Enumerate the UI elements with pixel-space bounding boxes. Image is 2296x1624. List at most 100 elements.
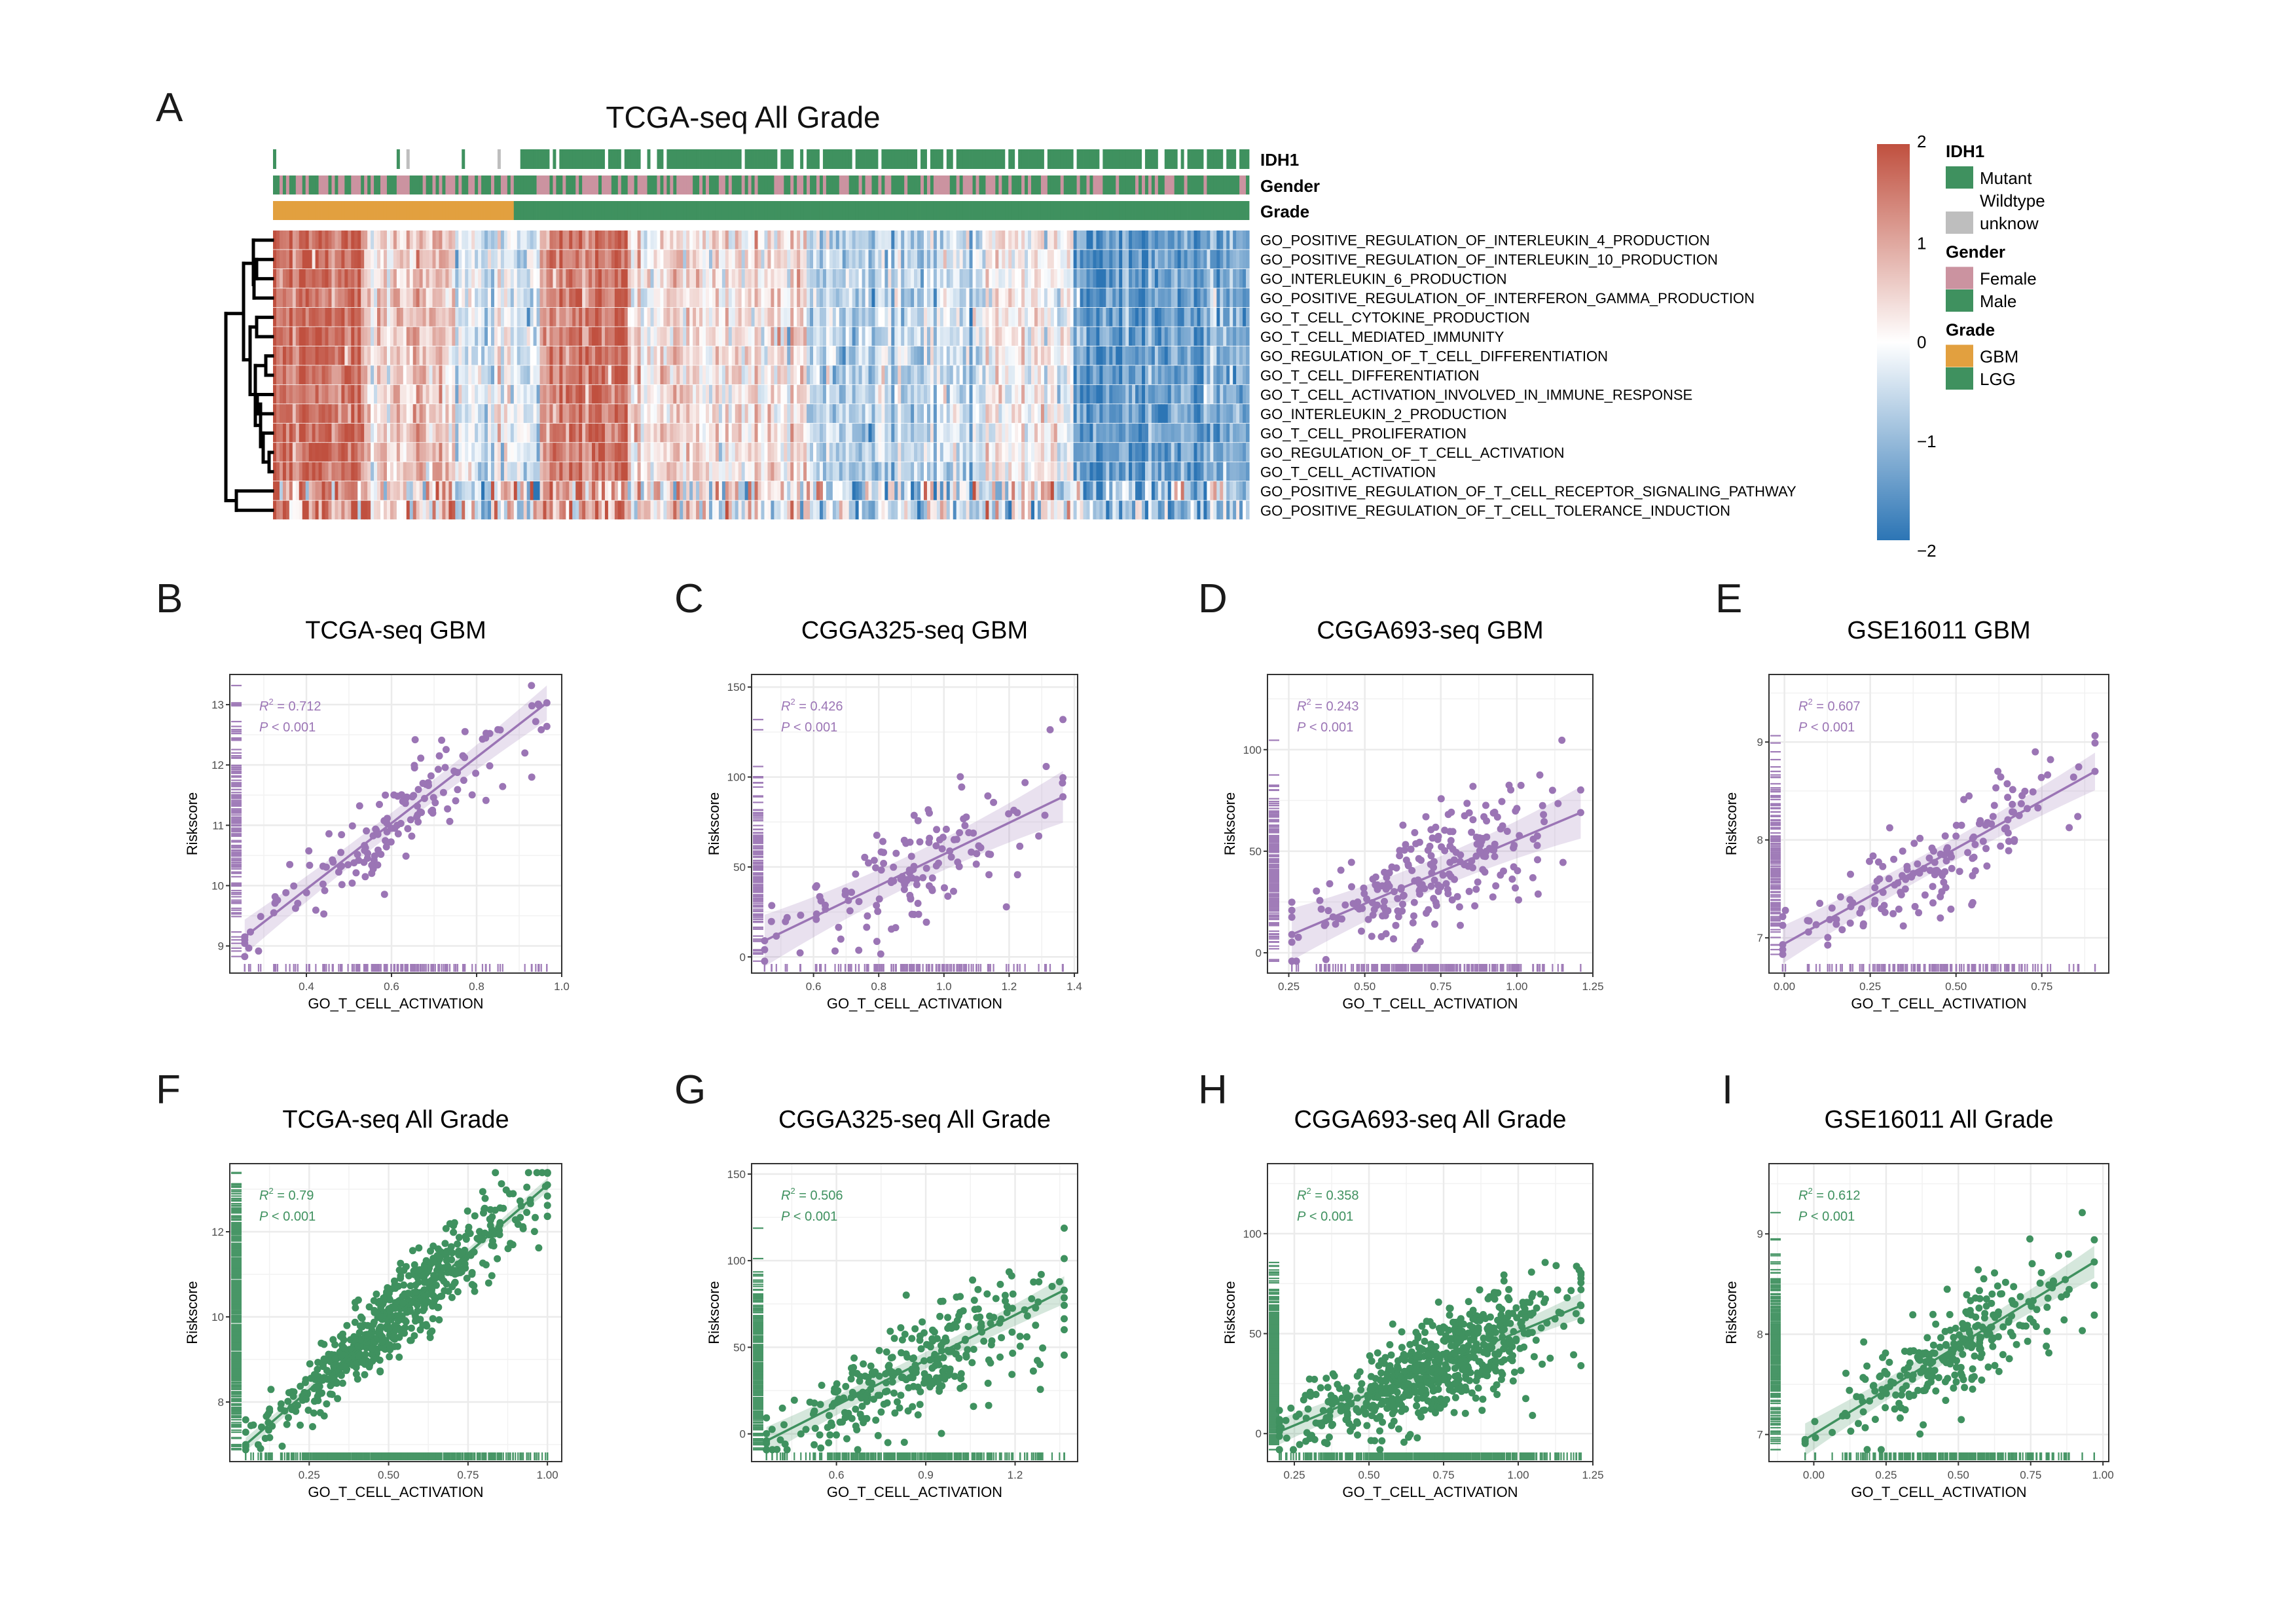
heatmap-cell <box>907 249 911 269</box>
heatmap-cell <box>435 500 440 520</box>
gender-cell <box>604 175 609 194</box>
heatmap-cell <box>819 443 824 462</box>
heatmap-cell <box>982 307 987 327</box>
heatmap-cell <box>891 481 895 500</box>
heatmap-cell <box>348 404 352 423</box>
heatmap-cell <box>985 249 989 269</box>
heatmap-cell <box>426 423 430 443</box>
heatmap-cell <box>279 481 283 500</box>
heatmap-cell <box>898 231 902 249</box>
heatmap-cell <box>790 365 794 384</box>
idh1-cell <box>1070 149 1074 169</box>
gender-cell <box>946 175 951 194</box>
heatmap-cell <box>754 384 759 404</box>
heatmap-cell <box>1073 423 1078 443</box>
idh1-cell <box>995 149 999 169</box>
heatmap-cell <box>845 423 850 443</box>
heatmap-cell <box>422 384 427 404</box>
heatmap-cell <box>761 288 765 308</box>
heatmap-cell <box>1093 384 1097 404</box>
heatmap-cell <box>627 462 632 481</box>
heatmap-cell <box>598 307 602 327</box>
heatmap-cell <box>650 307 655 327</box>
heatmap-cell <box>1086 500 1091 520</box>
grade-cell <box>289 201 293 220</box>
heatmap-cell <box>572 384 576 404</box>
heatmap-cell <box>797 231 801 249</box>
heatmap-cell <box>676 481 680 500</box>
idh1-cell <box>490 149 495 169</box>
heatmap-cell <box>442 288 446 308</box>
gender-cell <box>676 175 680 194</box>
heatmap-cell <box>429 500 433 520</box>
heatmap-cell <box>488 443 492 462</box>
heatmap-cell <box>657 443 661 462</box>
heatmap-cell <box>644 327 648 346</box>
heatmap-cell <box>543 384 547 404</box>
heatmap-cell <box>1073 384 1078 404</box>
grade-cell <box>279 201 283 220</box>
heatmap-cell <box>634 384 638 404</box>
heatmap-cell <box>1135 327 1139 346</box>
heatmap-cell <box>321 249 326 269</box>
grade-cell <box>1005 201 1009 220</box>
heatmap-cell <box>374 307 378 327</box>
heatmap-cell <box>523 346 528 365</box>
heatmap-cell <box>904 404 908 423</box>
heatmap-cell <box>858 443 863 462</box>
heatmap-cell <box>728 288 733 308</box>
heatmap-cell <box>1021 307 1025 327</box>
heatmap-cell <box>448 346 452 365</box>
heatmap-cell <box>757 404 762 423</box>
heatmap-cell <box>1093 231 1097 249</box>
gender-cell <box>409 175 414 194</box>
heatmap-cell <box>998 462 1002 481</box>
idh1-cell <box>364 149 368 169</box>
gender-cell <box>972 175 976 194</box>
heatmap-cell <box>1005 231 1009 249</box>
heatmap-cell <box>731 404 736 423</box>
grade-cell <box>878 201 882 220</box>
idh1-cell <box>1144 149 1149 169</box>
heatmap-cell <box>800 404 804 423</box>
heatmap-cell <box>592 249 596 269</box>
heatmap-cell <box>875 404 879 423</box>
heatmap-cell <box>526 365 531 384</box>
idh1-cell <box>351 149 355 169</box>
gender-cell <box>670 175 674 194</box>
heatmap-cell <box>865 462 869 481</box>
gender-cell <box>1167 175 1172 194</box>
idh1-cell <box>744 149 749 169</box>
heatmap-cell <box>422 268 427 288</box>
heatmap-cell <box>1093 481 1097 500</box>
heatmap-cell <box>686 481 690 500</box>
grade-cell <box>982 201 986 220</box>
heatmap-cell <box>1148 288 1152 308</box>
heatmap-cell <box>673 500 677 520</box>
heatmap-cell <box>767 462 772 481</box>
heatmap-cell <box>282 500 287 520</box>
heatmap-cell <box>478 443 482 462</box>
heatmap-cell <box>924 307 928 327</box>
heatmap-cell <box>721 365 726 384</box>
heatmap-cell <box>731 462 736 481</box>
heatmap-cell <box>305 443 310 462</box>
heatmap-cell <box>279 365 283 384</box>
heatmap-cell <box>751 249 756 269</box>
heatmap-cell <box>706 443 710 462</box>
heatmap-cell <box>276 384 280 404</box>
heatmap-cell <box>1028 327 1032 346</box>
heatmap-cell <box>325 288 329 308</box>
heatmap-cell <box>1096 268 1100 288</box>
heatmap-cell <box>721 423 726 443</box>
idh1-cell <box>793 149 797 169</box>
heatmap-cell <box>767 481 772 500</box>
heatmap-cell <box>475 249 479 269</box>
heatmap-cell <box>878 346 882 365</box>
heatmap-cell <box>855 365 860 384</box>
idh1-cell <box>439 149 443 169</box>
heatmap-cell <box>276 288 280 308</box>
heatmap-cell <box>325 365 329 384</box>
heatmap-cell <box>601 384 606 404</box>
heatmap-cell <box>640 249 645 269</box>
